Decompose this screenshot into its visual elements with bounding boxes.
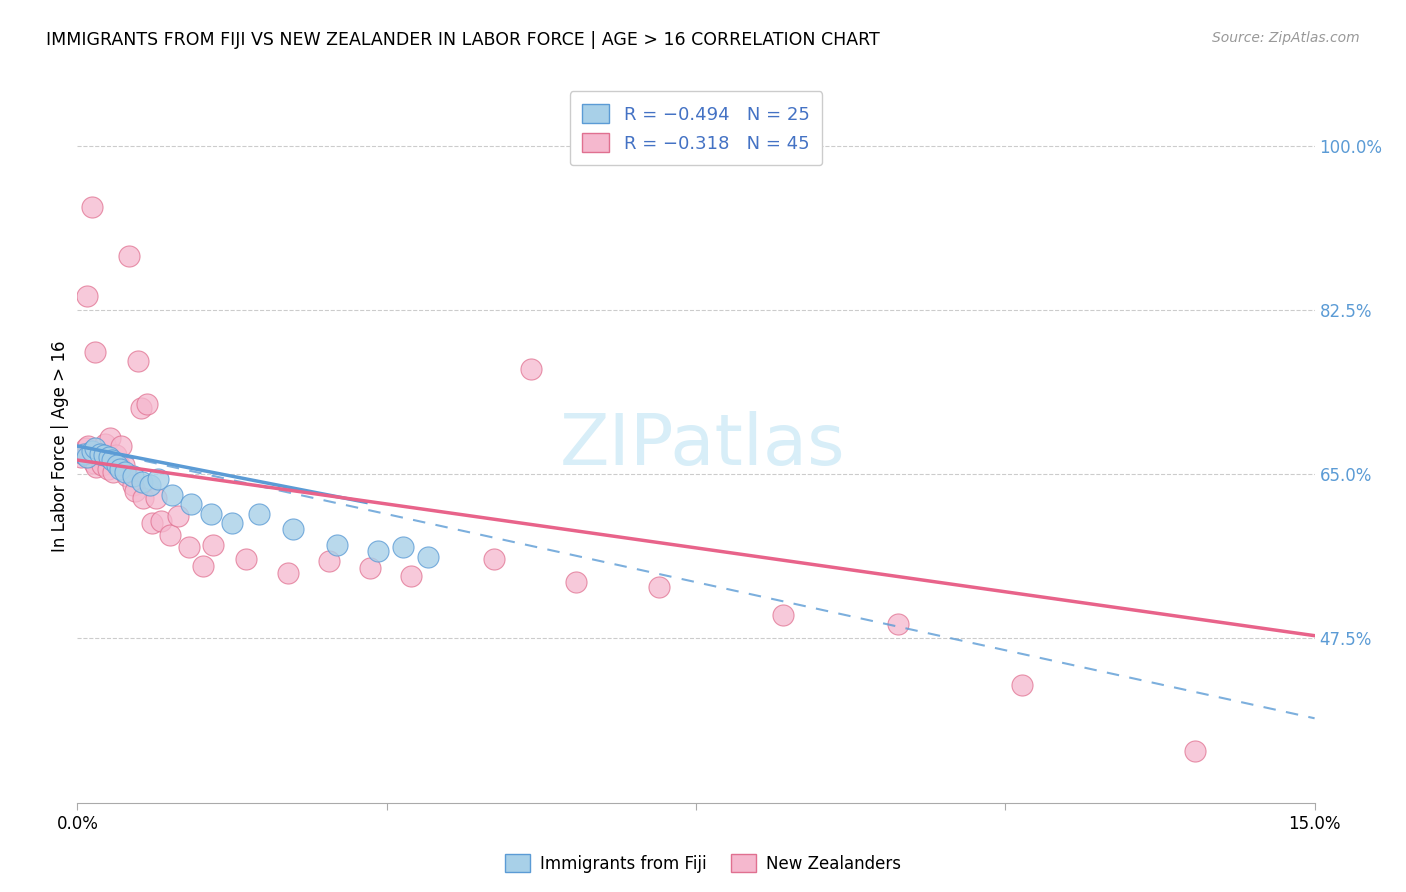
Point	[97, 450, 120, 465]
Point	[1184, 744, 1206, 758]
Point	[177, 541, 200, 555]
Text: IMMIGRANTS FROM FIJI VS NEW ZEALANDER IN LABOR FORCE | AGE > 16 CORRELATION CHAR: IMMIGRANTS FROM FIJI VS NEW ZEALANDER IN…	[46, 31, 880, 49]
Point	[150, 514, 173, 528]
Point	[112, 458, 135, 472]
Point	[110, 462, 132, 476]
Point	[84, 345, 107, 359]
Point	[72, 446, 94, 460]
Point	[648, 580, 671, 594]
Point	[416, 549, 439, 564]
Point	[1011, 678, 1033, 692]
Point	[131, 475, 153, 489]
Point	[82, 200, 104, 214]
Point	[73, 446, 96, 460]
Point	[93, 437, 115, 451]
Legend: R = −0.494   N = 25, R = −0.318   N = 45: R = −0.494 N = 25, R = −0.318 N = 45	[569, 91, 823, 165]
Point	[359, 561, 381, 575]
Point	[520, 362, 543, 376]
Point	[80, 450, 103, 465]
Point	[392, 541, 415, 555]
Point	[76, 289, 98, 303]
Point	[132, 491, 155, 505]
Point	[277, 566, 299, 580]
Point	[91, 458, 114, 472]
Point	[167, 509, 190, 524]
Point	[565, 575, 588, 590]
Point	[145, 491, 167, 505]
Point	[235, 551, 257, 566]
Point	[367, 544, 389, 558]
Point	[772, 607, 794, 622]
Text: ZIPatlas: ZIPatlas	[560, 411, 845, 481]
Point	[141, 516, 163, 530]
Point	[77, 439, 100, 453]
Point	[118, 249, 141, 263]
Point	[247, 507, 270, 521]
Point	[159, 528, 181, 542]
Point	[98, 432, 121, 446]
Point	[401, 568, 423, 582]
Point	[221, 516, 243, 530]
Point	[89, 446, 111, 460]
Point	[83, 456, 105, 470]
Point	[122, 469, 145, 483]
Point	[75, 441, 97, 455]
Point	[318, 553, 340, 567]
Legend: Immigrants from Fiji, New Zealanders: Immigrants from Fiji, New Zealanders	[498, 847, 908, 880]
Point	[107, 458, 129, 472]
Point	[326, 538, 349, 552]
Point	[129, 401, 152, 416]
Point	[101, 453, 124, 467]
Point	[110, 439, 132, 453]
Point	[283, 522, 305, 536]
Point	[136, 397, 159, 411]
Point	[200, 507, 222, 521]
Point	[482, 551, 505, 566]
Point	[76, 450, 98, 465]
Point	[105, 449, 128, 463]
Point	[202, 538, 225, 552]
Point	[97, 462, 120, 476]
Point	[93, 449, 115, 463]
Point	[105, 458, 128, 472]
Y-axis label: In Labor Force | Age > 16: In Labor Force | Age > 16	[51, 340, 69, 552]
Point	[89, 446, 111, 460]
Point	[146, 472, 169, 486]
Point	[139, 478, 162, 492]
Point	[84, 459, 107, 474]
Point	[887, 617, 910, 632]
Point	[180, 497, 202, 511]
Point	[82, 443, 104, 458]
Point	[69, 450, 91, 465]
Point	[124, 484, 146, 499]
Point	[115, 469, 138, 483]
Point	[114, 465, 136, 479]
Point	[101, 465, 124, 479]
Point	[160, 488, 183, 502]
Point	[84, 441, 107, 455]
Point	[191, 559, 214, 574]
Point	[127, 354, 149, 368]
Point	[121, 478, 143, 492]
Text: Source: ZipAtlas.com: Source: ZipAtlas.com	[1212, 31, 1360, 45]
